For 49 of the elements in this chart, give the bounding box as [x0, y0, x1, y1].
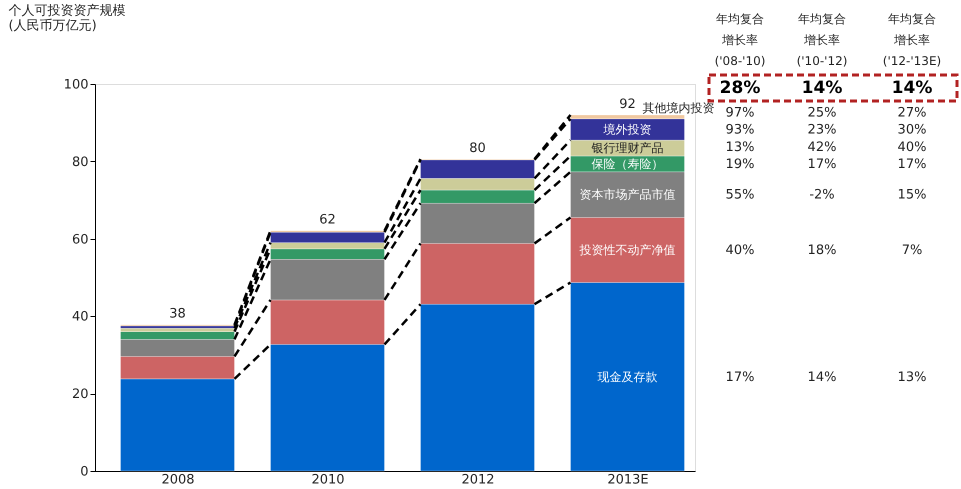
- series-label: 投资性不动产净值: [578, 243, 676, 258]
- y-tick-label: 60: [72, 232, 88, 248]
- total-label: 62: [319, 212, 336, 228]
- text: 42%: [808, 140, 836, 155]
- y-axis-title: 个人可投资资产规模 (人民币万亿元): [8, 4, 126, 34]
- text: 年均复合增长率('10-'12): [796, 12, 848, 68]
- x-tick-label: 2008: [161, 472, 195, 488]
- text: 28%: [720, 78, 760, 98]
- text: 17%: [808, 156, 836, 172]
- text: 14%: [808, 370, 836, 385]
- text: 年均复合增长率('12-'13E): [882, 12, 942, 68]
- text: 40%: [726, 243, 754, 258]
- text: 30%: [898, 122, 926, 138]
- text: 年均复合增长率('08-'10): [714, 12, 766, 68]
- text: 19%: [726, 156, 754, 172]
- series-label: 其他境内投资: [642, 100, 714, 115]
- text: 7%: [902, 243, 922, 258]
- series-label: 银行理财产品: [590, 141, 664, 156]
- y-tick-label: 40: [72, 310, 88, 325]
- text: 25%: [808, 105, 836, 120]
- text: 14%: [802, 78, 842, 98]
- text: 23%: [808, 122, 836, 138]
- text: 14%: [892, 78, 932, 98]
- text: 93%: [726, 122, 754, 138]
- total-label: 92: [619, 96, 636, 112]
- text: 13%: [898, 370, 926, 385]
- text: 97%: [726, 105, 754, 120]
- text: 40%: [898, 140, 926, 155]
- text: 27%: [898, 105, 926, 120]
- text: 55%: [726, 188, 754, 203]
- series-label: 现金及存款: [598, 370, 658, 384]
- x-tick-label: 2013E: [607, 472, 649, 488]
- text: 18%: [808, 243, 836, 258]
- y-tick-label: 0: [80, 464, 88, 480]
- series-label: 资本市场产品市值: [580, 188, 676, 202]
- text: 17%: [726, 370, 754, 385]
- text: -2%: [809, 188, 835, 203]
- text: 15%: [898, 188, 926, 203]
- series-label: 境外投资: [602, 122, 652, 136]
- total-label: 38: [169, 306, 186, 322]
- series-label: 保险（寿险）: [592, 156, 664, 171]
- y-tick-label: 100: [64, 78, 88, 92]
- x-tick-label: 2012: [461, 472, 495, 488]
- text: 13%: [726, 140, 754, 155]
- total-label: 80: [469, 141, 486, 156]
- x-tick-label: 2010: [311, 472, 345, 488]
- y-tick-label: 80: [72, 154, 88, 170]
- text: 17%: [898, 156, 926, 172]
- y-tick-label: 20: [72, 387, 88, 402]
